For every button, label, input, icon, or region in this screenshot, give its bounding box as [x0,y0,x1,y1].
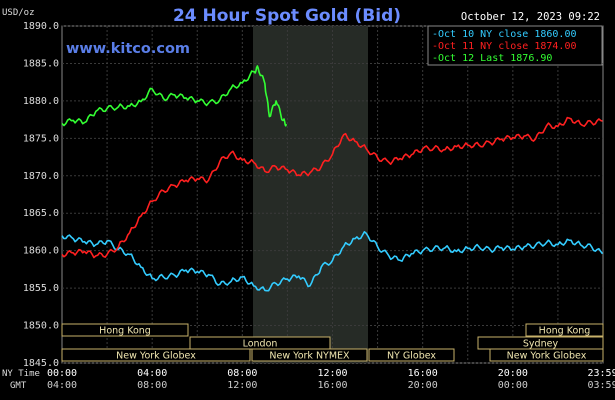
session-label: New York Globex [507,351,587,362]
x-tick-label-gmt: 08:00 [137,380,167,391]
y-tick-label: 1870.0 [23,171,59,182]
x-tick-label-ny: 23:59 [587,368,615,379]
y-tick-label: 1845.0 [23,358,59,369]
session-bar [251,348,368,362]
series-line-3 [61,65,288,127]
site-watermark: www.kitco.com [66,41,190,57]
x-tick-label-gmt: 12:00 [227,380,257,391]
y-tick-label: 1875.0 [23,133,59,144]
session-label: Hong Kong [99,326,151,337]
legend-item: -Oct 10 NY close 1860.00 [432,29,577,40]
x-tick-label-gmt: 03:59 [587,380,615,391]
y-tick-label: 1855.0 [23,283,59,294]
session-bar [61,348,251,362]
x-tick-label-ny: 04:00 [137,368,167,379]
y-axis-ticks: 1890.0 1885.0 1880.0 1875.0 1870.0 1865.0 1860… [23,21,59,369]
session-label: Sydney [523,339,559,350]
x-tick-label-ny: 12:00 [317,368,347,379]
x-tick-label-gmt: 20:00 [408,380,438,391]
session-bar [489,348,604,362]
y-tick-label: 1890.0 [23,21,59,32]
grid-lines [62,25,603,364]
session-bars: Hong Kong London New York Globex New York N… [61,323,604,362]
series-line-2 [61,116,603,259]
session-bar [525,323,604,337]
legend-item: -Oct 12 Last 1876.90 [432,53,552,64]
legend-item: -Oct 11 NY close 1874.00 [432,41,577,52]
legend-box [427,25,603,66]
x-tick-label-gmt: 16:00 [317,380,347,391]
y-tick-label: 1860.0 [23,246,59,257]
nymex-session-shading [253,26,368,363]
y-tick-label: 1880.0 [23,96,59,107]
session-bar [61,323,189,337]
session-label: Hong Kong [539,326,591,337]
time-row-ny-label: NY Time [2,369,40,379]
session-label: New York Globex [116,351,196,362]
y-tick-label: 1850.0 [23,321,59,332]
x-tick-label-ny: 08:00 [227,368,257,379]
series-lines [61,65,604,292]
x-tick-label-ny: 20:00 [498,368,528,379]
date-stamp: October 12, 2023 09:22 [461,11,600,23]
x-axis-ticks: 00:0004:0004:0008:0008:0012:0012:0016:00… [47,368,615,391]
chart-title: 24 Hour Spot Gold (Bid) [173,6,401,26]
x-tick-label-ny: 16:00 [408,368,438,379]
legend: -Oct 10 NY close 1860.00-Oct 11 NY close… [427,25,603,66]
time-row-gmt-label: GMT [10,381,27,391]
x-tick-label-gmt: 04:00 [47,380,77,391]
series-line-1 [61,231,604,292]
session-label: New York NYMEX [269,351,350,362]
y-tick-label: 1865.0 [23,208,59,219]
session-label: London [243,339,278,350]
y-tick-label: 1885.0 [23,58,59,69]
y-axis-unit: USD/oz [2,8,35,18]
session-label: NY Globex [387,351,436,362]
x-tick-label-gmt: 00:00 [498,380,528,391]
x-tick-label-ny: 00:00 [47,368,77,379]
session-bar [368,348,455,362]
